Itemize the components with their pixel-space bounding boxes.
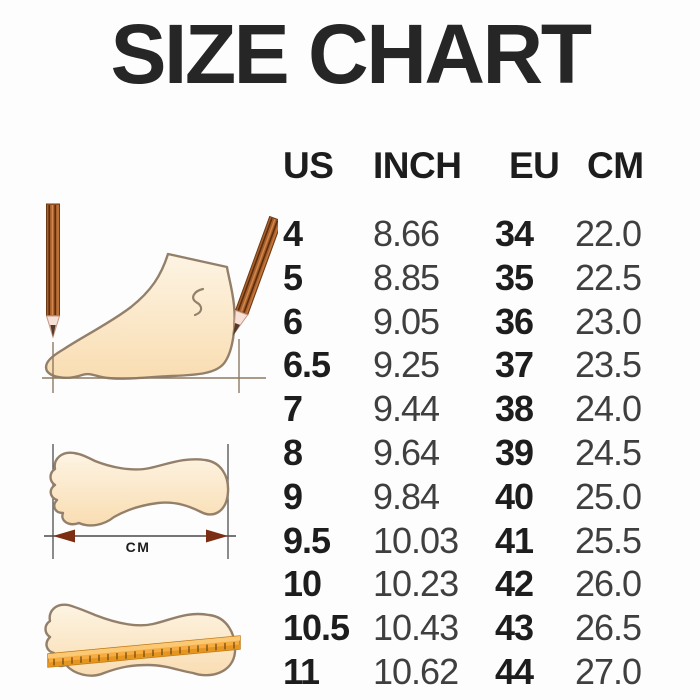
cell-eu: 42 xyxy=(495,563,534,605)
cell-cm: 23.0 xyxy=(575,300,642,342)
arrowhead-left-icon xyxy=(53,529,75,543)
table-row: 6 9.05 36 23.0 xyxy=(283,300,665,344)
cell-inch: 9.05 xyxy=(373,300,440,342)
footprint-ruler-illustration xyxy=(44,603,241,677)
cell-us: 10.5 xyxy=(283,607,350,649)
footprint-cm-illustration: CM xyxy=(44,444,236,559)
size-table-body: 4 8.66 34 22.0 5 8.85 35 22.5 6 9.05 36 23.0 6.5 9.25… xyxy=(283,212,665,694)
ruler-icon xyxy=(47,635,241,668)
size-table: US INCH EU CM 4 8.66 34 22.0 5 8.85 35 22.5 6 9.0… xyxy=(283,143,665,694)
cell-cm: 26.5 xyxy=(575,607,642,649)
cell-cm: 22.0 xyxy=(575,213,642,254)
cell-inch: 10.62 xyxy=(373,650,459,692)
cell-us: 5 xyxy=(283,256,303,298)
cell-us: 7 xyxy=(283,388,303,430)
pencil-left-icon xyxy=(45,203,61,339)
cell-inch: 9.64 xyxy=(373,431,440,473)
cell-eu: 35 xyxy=(495,256,534,298)
table-row: 11 10.62 44 27.0 xyxy=(283,650,665,694)
cell-inch: 10.03 xyxy=(373,519,459,561)
table-row: 8 9.64 39 24.5 xyxy=(283,431,665,475)
table-row: 4 8.66 34 22.0 xyxy=(283,212,665,256)
cell-eu: 43 xyxy=(495,607,534,649)
header-inch: INCH xyxy=(373,145,462,186)
cell-eu: 40 xyxy=(495,475,534,517)
cell-inch: 8.85 xyxy=(373,256,440,298)
cell-eu: 36 xyxy=(495,300,534,342)
cell-eu: 38 xyxy=(495,388,534,430)
cell-us: 9 xyxy=(283,475,303,517)
ruler-ticks xyxy=(53,642,235,666)
cell-inch: 9.84 xyxy=(373,475,440,517)
cell-us: 4 xyxy=(283,213,303,254)
cm-arrow xyxy=(44,529,236,543)
cell-us: 9.5 xyxy=(283,519,331,561)
ankle-mark xyxy=(192,287,205,317)
header-us: US xyxy=(283,145,334,186)
pencil-right-icon xyxy=(233,215,278,337)
cell-cm: 24.0 xyxy=(575,388,642,430)
cell-cm: 23.5 xyxy=(575,344,642,386)
arrowhead-right-icon xyxy=(206,529,228,543)
cell-us: 8 xyxy=(283,431,303,473)
foot-side-icon xyxy=(44,252,236,380)
cell-inch: 8.66 xyxy=(373,213,440,254)
footprint-icon xyxy=(49,451,230,527)
size-table-header: US INCH EU CM xyxy=(283,143,665,189)
page-title: SIZE CHART xyxy=(110,7,593,101)
measure-baseline xyxy=(42,339,266,393)
header-cm: CM xyxy=(587,145,644,186)
cell-inch: 10.43 xyxy=(373,607,459,649)
cell-inch: 9.44 xyxy=(373,388,440,430)
cell-cm: 25.0 xyxy=(575,475,642,517)
cell-eu: 39 xyxy=(495,431,534,473)
cell-eu: 44 xyxy=(495,650,534,692)
table-row: 9.5 10.03 41 25.5 xyxy=(283,519,665,563)
cell-inch: 9.25 xyxy=(373,344,440,386)
cell-us: 6 xyxy=(283,300,303,342)
cell-eu: 37 xyxy=(495,344,534,386)
cell-cm: 25.5 xyxy=(575,519,642,561)
table-row: 7 9.44 38 24.0 xyxy=(283,387,665,431)
cm-arrow-label: CM xyxy=(126,539,151,555)
table-row: 10.5 10.43 43 26.5 xyxy=(283,606,665,650)
cell-inch: 10.23 xyxy=(373,563,459,605)
cell-us: 11 xyxy=(283,650,320,692)
table-row: 9 9.84 40 25.0 xyxy=(283,475,665,519)
cell-eu: 34 xyxy=(495,213,534,254)
foot-measure-illustration xyxy=(42,203,278,393)
cell-cm: 27.0 xyxy=(575,650,642,692)
cell-us: 10 xyxy=(283,563,322,605)
table-row: 10 10.23 42 26.0 xyxy=(283,562,665,606)
cell-cm: 26.0 xyxy=(575,563,642,605)
cell-cm: 22.5 xyxy=(575,256,642,298)
cell-cm: 24.5 xyxy=(575,431,642,473)
table-row: 5 8.85 35 22.5 xyxy=(283,256,665,300)
table-row: 6.5 9.25 37 23.5 xyxy=(283,343,665,387)
cell-eu: 41 xyxy=(495,519,534,561)
cell-us: 6.5 xyxy=(283,344,331,386)
header-eu: EU xyxy=(509,145,560,186)
